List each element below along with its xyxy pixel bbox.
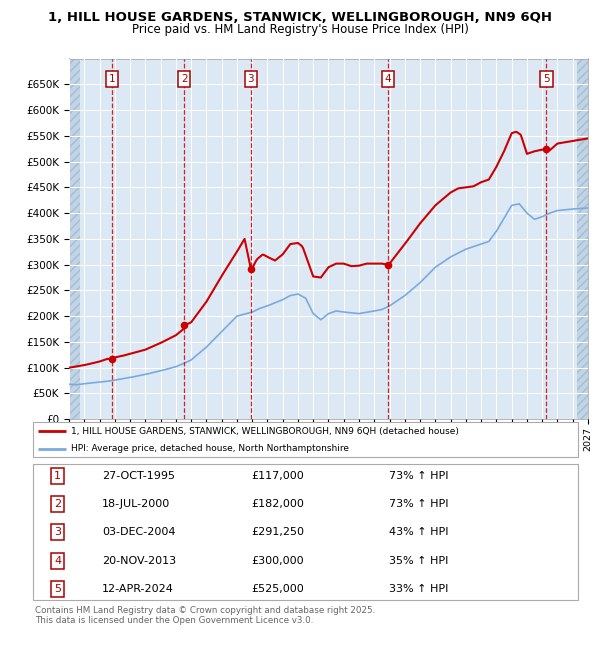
Text: 5: 5 (543, 74, 550, 84)
Text: 2: 2 (181, 74, 187, 84)
Text: 73% ↑ HPI: 73% ↑ HPI (389, 471, 448, 480)
Text: £291,250: £291,250 (251, 527, 304, 538)
Text: 2: 2 (54, 499, 61, 509)
FancyBboxPatch shape (33, 464, 578, 601)
Text: 33% ↑ HPI: 33% ↑ HPI (389, 584, 448, 594)
Text: 5: 5 (54, 584, 61, 594)
Text: 3: 3 (248, 74, 254, 84)
Text: Contains HM Land Registry data © Crown copyright and database right 2025.
This d: Contains HM Land Registry data © Crown c… (35, 606, 375, 625)
Text: 35% ↑ HPI: 35% ↑ HPI (389, 556, 448, 566)
Text: HPI: Average price, detached house, North Northamptonshire: HPI: Average price, detached house, Nort… (71, 445, 349, 453)
Text: £300,000: £300,000 (251, 556, 304, 566)
Text: 73% ↑ HPI: 73% ↑ HPI (389, 499, 448, 509)
Text: 1, HILL HOUSE GARDENS, STANWICK, WELLINGBOROUGH, NN9 6QH: 1, HILL HOUSE GARDENS, STANWICK, WELLING… (48, 11, 552, 24)
Text: 1, HILL HOUSE GARDENS, STANWICK, WELLINGBOROUGH, NN9 6QH (detached house): 1, HILL HOUSE GARDENS, STANWICK, WELLING… (71, 426, 459, 436)
Text: 3: 3 (54, 527, 61, 538)
Text: 20-NOV-2013: 20-NOV-2013 (102, 556, 176, 566)
Polygon shape (577, 58, 588, 419)
Text: Price paid vs. HM Land Registry's House Price Index (HPI): Price paid vs. HM Land Registry's House … (131, 23, 469, 36)
Text: 4: 4 (385, 74, 391, 84)
Polygon shape (69, 58, 80, 419)
Text: 4: 4 (54, 556, 61, 566)
Text: £525,000: £525,000 (251, 584, 304, 594)
Text: 27-OCT-1995: 27-OCT-1995 (102, 471, 175, 480)
Text: 1: 1 (109, 74, 115, 84)
Text: 18-JUL-2000: 18-JUL-2000 (102, 499, 170, 509)
Text: 12-APR-2024: 12-APR-2024 (102, 584, 173, 594)
Text: 1: 1 (54, 471, 61, 480)
Text: 03-DEC-2004: 03-DEC-2004 (102, 527, 175, 538)
Text: 43% ↑ HPI: 43% ↑ HPI (389, 527, 448, 538)
Text: £117,000: £117,000 (251, 471, 304, 480)
Text: £182,000: £182,000 (251, 499, 304, 509)
FancyBboxPatch shape (33, 422, 578, 457)
